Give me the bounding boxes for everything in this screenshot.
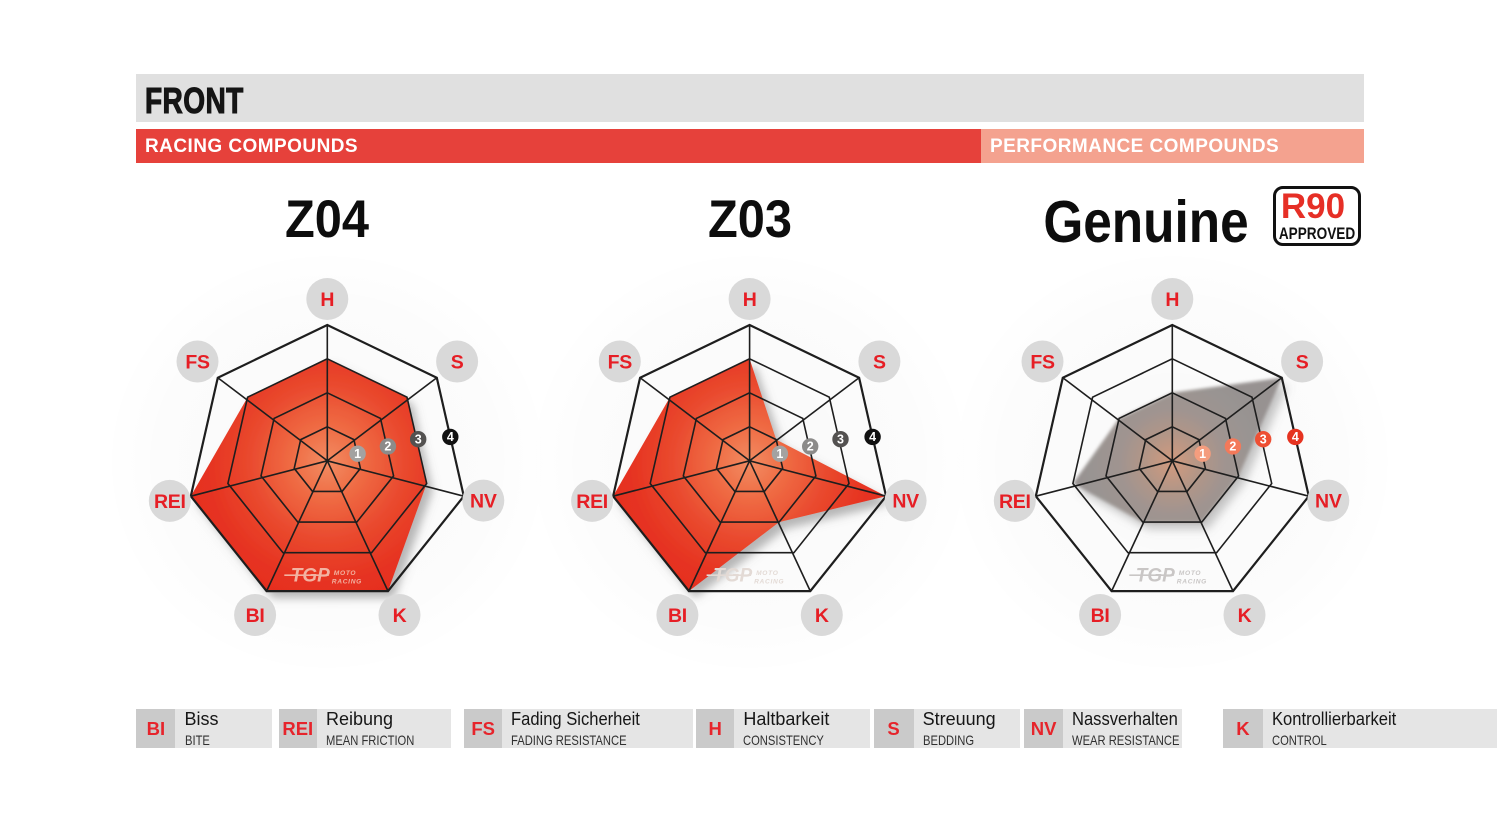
svg-text:BI: BI (1091, 605, 1110, 627)
svg-text:NV: NV (470, 491, 497, 513)
svg-text:MOTO: MOTO (334, 570, 357, 577)
svg-text:K: K (393, 605, 407, 627)
svg-text:2: 2 (807, 440, 814, 454)
svg-text:REI: REI (576, 491, 608, 513)
svg-text:RACING: RACING (1177, 578, 1207, 585)
svg-text:REI: REI (999, 491, 1031, 513)
svg-text:3: 3 (1260, 433, 1267, 447)
svg-text:2: 2 (1229, 440, 1236, 454)
svg-text:4: 4 (447, 430, 454, 444)
svg-text:NV: NV (892, 491, 919, 513)
svg-text:H: H (743, 289, 757, 311)
svg-text:S: S (1296, 352, 1309, 374)
svg-text:S: S (873, 352, 886, 374)
svg-text:H: H (320, 289, 334, 311)
svg-text:RACING: RACING (754, 578, 784, 585)
svg-text:1: 1 (354, 447, 361, 461)
svg-text:MOTO: MOTO (756, 570, 779, 577)
svg-text:S: S (451, 352, 464, 374)
svg-text:3: 3 (837, 433, 844, 447)
svg-text:RACING: RACING (332, 578, 362, 585)
svg-text:1: 1 (1199, 447, 1206, 461)
svg-text:K: K (1238, 605, 1252, 627)
svg-text:FS: FS (185, 352, 210, 374)
svg-text:4: 4 (869, 430, 876, 444)
svg-text:BI: BI (246, 605, 265, 627)
svg-text:3: 3 (415, 433, 422, 447)
svg-text:REI: REI (154, 491, 186, 513)
svg-text:FS: FS (1030, 352, 1055, 374)
svg-text:4: 4 (1292, 430, 1299, 444)
svg-text:MOTO: MOTO (1179, 570, 1202, 577)
svg-text:H: H (1165, 289, 1179, 311)
svg-text:1: 1 (776, 447, 783, 461)
svg-text:K: K (815, 605, 829, 627)
svg-text:2: 2 (384, 440, 391, 454)
svg-text:BI: BI (668, 605, 687, 627)
svg-text:NV: NV (1315, 491, 1342, 513)
svg-text:FS: FS (608, 352, 633, 374)
